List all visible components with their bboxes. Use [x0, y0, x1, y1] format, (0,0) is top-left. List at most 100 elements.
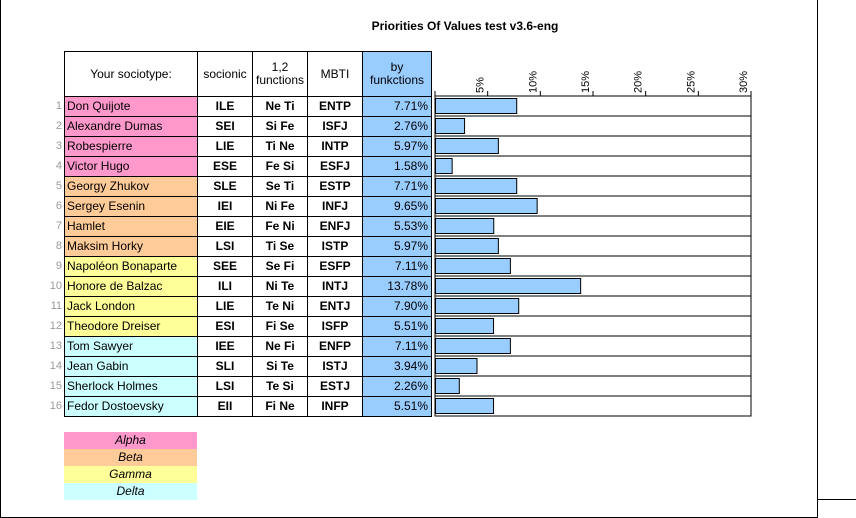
- legend-item: Delta: [64, 483, 197, 500]
- header-functions: 1,2 functions: [252, 51, 308, 97]
- table-row: Sherlock Holmes LSI Te Si ESTJ 2.26%: [64, 376, 750, 397]
- header-functions-line1: 1,2: [271, 60, 289, 74]
- row-number: 15: [49, 380, 62, 392]
- socionic-cell: LIE: [197, 136, 253, 157]
- results-table: Your sociotype: socionic 1,2 functions M…: [64, 51, 750, 417]
- mbti-cell: ISFP: [307, 316, 363, 337]
- socionic-cell: LIE: [197, 296, 253, 317]
- socionic-cell: SEE: [197, 256, 253, 277]
- percent-cell: 3.94%: [362, 356, 432, 377]
- header-functions-line2: functions: [255, 73, 305, 87]
- functions-cell: Ne Fi: [252, 336, 308, 357]
- bar: [435, 118, 466, 134]
- percent-cell: 5.51%: [362, 396, 432, 417]
- header-sociotype: Your sociotype:: [64, 51, 198, 97]
- bar: [435, 338, 511, 354]
- row-number: 16: [49, 400, 62, 412]
- sociotype-name-cell: Sherlock Holmes: [64, 376, 198, 397]
- socionic-cell: SLI: [197, 356, 253, 377]
- row-number: 1: [55, 100, 62, 112]
- socionic-cell: ILE: [197, 96, 253, 117]
- quadra-legend: Alpha Beta Gamma Delta: [64, 432, 197, 500]
- bar: [435, 378, 460, 394]
- table-row: Fedor Dostoevsky EII Fi Ne INFP 5.51%: [64, 396, 750, 417]
- sociotype-name-cell: Victor Hugo: [64, 156, 198, 177]
- bar: [435, 258, 511, 274]
- bar: [435, 138, 499, 154]
- socionic-cell: ESE: [197, 156, 253, 177]
- functions-cell: Se Ti: [252, 176, 308, 197]
- bar: [435, 278, 582, 294]
- percent-cell: 5.97%: [362, 136, 432, 157]
- table-row: Alexandre Dumas SEI Si Fe ISFJ 2.76%: [64, 116, 750, 137]
- x-axis-tick-label: 25%: [685, 71, 697, 93]
- mbti-cell: ISFJ: [307, 116, 363, 137]
- bar: [435, 318, 495, 334]
- row-number: 8: [55, 240, 62, 252]
- mbti-cell: ISTP: [307, 236, 363, 257]
- row-numbers: 1 2 3 4 5 6 7 8 9 10 11 12 13 14 15 16: [44, 96, 62, 416]
- percent-cell: 9.65%: [362, 196, 432, 217]
- functions-cell: Te Si: [252, 376, 308, 397]
- header-by-line2: funkctions: [369, 73, 425, 87]
- mbti-cell: ENFJ: [307, 216, 363, 237]
- mbti-cell: ESTP: [307, 176, 363, 197]
- legend-item: Alpha: [64, 432, 197, 449]
- mbti-cell: ESFP: [307, 256, 363, 277]
- sociotype-name-cell: Don Quijote: [64, 96, 198, 117]
- functions-cell: Te Ni: [252, 296, 308, 317]
- functions-cell: Ne Ti: [252, 96, 308, 117]
- percent-cell: 5.53%: [362, 216, 432, 237]
- socionic-cell: SLE: [197, 176, 253, 197]
- sociotype-name-cell: Sergey Esenin: [64, 196, 198, 217]
- functions-cell: Si Te: [252, 356, 308, 377]
- socionic-cell: SEI: [197, 116, 253, 137]
- bar: [435, 98, 518, 114]
- x-axis-tick-label: 5%: [475, 77, 487, 93]
- table-row: Sergey Esenin IEI Ni Fe INFJ 9.65%: [64, 196, 750, 217]
- row-number: 3: [55, 140, 62, 152]
- sociotype-name-cell: Theodore Dreiser: [64, 316, 198, 337]
- functions-cell: Se Fi: [252, 256, 308, 277]
- sociotype-name-cell: Hamlet: [64, 216, 198, 237]
- percent-cell: 5.51%: [362, 316, 432, 337]
- frame-right-border: [817, 0, 818, 518]
- socionic-cell: IEE: [197, 336, 253, 357]
- bar: [435, 298, 520, 314]
- mbti-cell: ISTJ: [307, 356, 363, 377]
- socionic-cell: ILI: [197, 276, 253, 297]
- bar: [435, 398, 495, 414]
- functions-cell: Fi Ne: [252, 396, 308, 417]
- table-row: Georgy Zhukov SLE Se Ti ESTP 7.71%: [64, 176, 750, 197]
- sociotype-name-cell: Robespierre: [64, 136, 198, 157]
- mbti-cell: ESFJ: [307, 156, 363, 177]
- page-title: Priorities Of Values test v3.6-eng: [371, 19, 559, 33]
- row-number: 14: [49, 360, 62, 372]
- percent-cell: 7.71%: [362, 96, 432, 117]
- row-number: 4: [55, 160, 62, 172]
- functions-cell: Fi Se: [252, 316, 308, 337]
- percent-cell: 2.26%: [362, 376, 432, 397]
- mbti-cell: ENTJ: [307, 296, 363, 317]
- legend-item: Gamma: [64, 466, 197, 483]
- mbti-cell: ESTJ: [307, 376, 363, 397]
- table-row: Tom Sawyer IEE Ne Fi ENFP 7.11%: [64, 336, 750, 357]
- functions-cell: Ti Se: [252, 236, 308, 257]
- percent-cell: 7.90%: [362, 296, 432, 317]
- header-mbti: MBTI: [307, 51, 363, 97]
- table-row: Don Quijote ILE Ne Ti ENTP 7.71%: [64, 96, 750, 117]
- header-by-line1: by: [390, 60, 404, 74]
- functions-cell: Ti Ne: [252, 136, 308, 157]
- sociotype-name-cell: Tom Sawyer: [64, 336, 198, 357]
- mbti-cell: INTP: [307, 136, 363, 157]
- sociotype-name-cell: Georgy Zhukov: [64, 176, 198, 197]
- x-axis-tick-label: 20%: [633, 71, 645, 93]
- percent-cell: 2.76%: [362, 116, 432, 137]
- bar: [435, 358, 478, 374]
- row-number: 5: [55, 180, 62, 192]
- x-axis-tick-label: 10%: [527, 71, 539, 93]
- mbti-cell: INFJ: [307, 196, 363, 217]
- functions-cell: Ni Te: [252, 276, 308, 297]
- socionic-cell: LSI: [197, 376, 253, 397]
- sociotype-name-cell: Fedor Dostoevsky: [64, 396, 198, 417]
